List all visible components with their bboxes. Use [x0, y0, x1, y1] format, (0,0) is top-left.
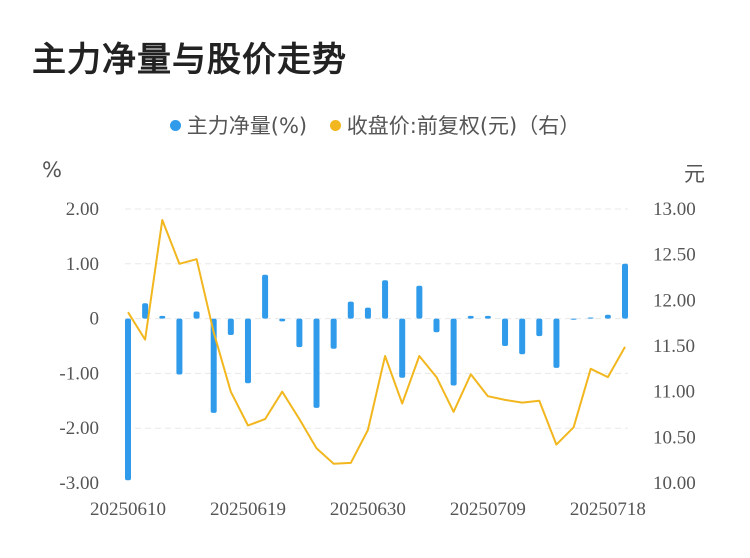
bar-net — [330, 318, 337, 349]
y-right-tick-label: 11.00 — [653, 382, 695, 403]
bar-net — [450, 318, 457, 386]
x-tick-label: 20250718 — [570, 499, 646, 520]
legend-item-price[interactable]: 收盘价:前复权(元)（右） — [329, 110, 581, 140]
y-left-tick-label: 0 — [90, 309, 100, 330]
bar-net — [519, 318, 526, 355]
chart-title: 主力净量与股价走势 — [32, 40, 347, 80]
bar-net — [347, 301, 354, 319]
legend-dot-net — [169, 119, 181, 131]
legend-item-net[interactable]: 主力净量(%) — [169, 110, 308, 140]
right-axis-unit: 元 — [684, 162, 705, 186]
legend: 主力净量(%) 收盘价:前复权(元)（右） — [0, 110, 750, 140]
bar-net — [159, 315, 166, 319]
bar-net — [536, 318, 543, 337]
bar-net — [210, 318, 217, 413]
y-left-tick-label: -1.00 — [59, 363, 99, 384]
bar-net — [296, 318, 303, 348]
bar-net — [433, 318, 440, 333]
bar-net — [484, 315, 491, 319]
bar-net — [604, 314, 611, 319]
bar-net — [193, 311, 200, 319]
bar-net — [262, 274, 269, 319]
bar-net — [399, 318, 406, 378]
legend-label-net: 主力净量(%) — [186, 114, 308, 138]
legend-label-price: 收盘价:前复权(元)（右） — [346, 114, 581, 138]
bar-net — [279, 318, 286, 322]
bar-net — [227, 318, 234, 336]
y-right-tick-label: 13.00 — [653, 199, 696, 220]
bar-net — [587, 317, 594, 319]
bar-net — [502, 318, 509, 346]
bar-net — [553, 318, 560, 368]
y-left-tick-label: 2.00 — [66, 199, 99, 220]
price-line — [127, 219, 626, 465]
bar-net — [467, 315, 474, 319]
y-left-tick-label: -3.00 — [59, 473, 99, 494]
bar-net — [570, 318, 577, 320]
bar-net — [142, 303, 149, 319]
y-right-tick-label: 11.50 — [653, 336, 695, 357]
bar-net — [622, 263, 628, 319]
y-right-tick-label: 10.00 — [653, 473, 696, 494]
x-tick-label: 20250619 — [210, 499, 286, 520]
bar-net — [244, 318, 251, 384]
y-left-tick-label: 1.00 — [66, 254, 99, 275]
y-right-tick-label: 12.00 — [653, 290, 696, 311]
x-tick-label: 20250630 — [330, 499, 406, 520]
bar-net — [416, 285, 423, 319]
bar-net — [382, 280, 389, 319]
y-right-tick-label: 12.50 — [653, 245, 696, 266]
bar-net — [125, 318, 131, 481]
bar-net — [313, 318, 320, 408]
bar-net — [176, 318, 183, 375]
left-axis-unit: % — [42, 158, 62, 182]
x-tick-label: 20250709 — [450, 499, 526, 520]
y-left-tick-label: -2.00 — [59, 418, 99, 439]
bar-net — [364, 307, 371, 319]
legend-dot-price — [329, 119, 341, 131]
y-right-tick-label: 10.50 — [653, 427, 696, 448]
x-tick-label: 20250610 — [90, 499, 166, 520]
